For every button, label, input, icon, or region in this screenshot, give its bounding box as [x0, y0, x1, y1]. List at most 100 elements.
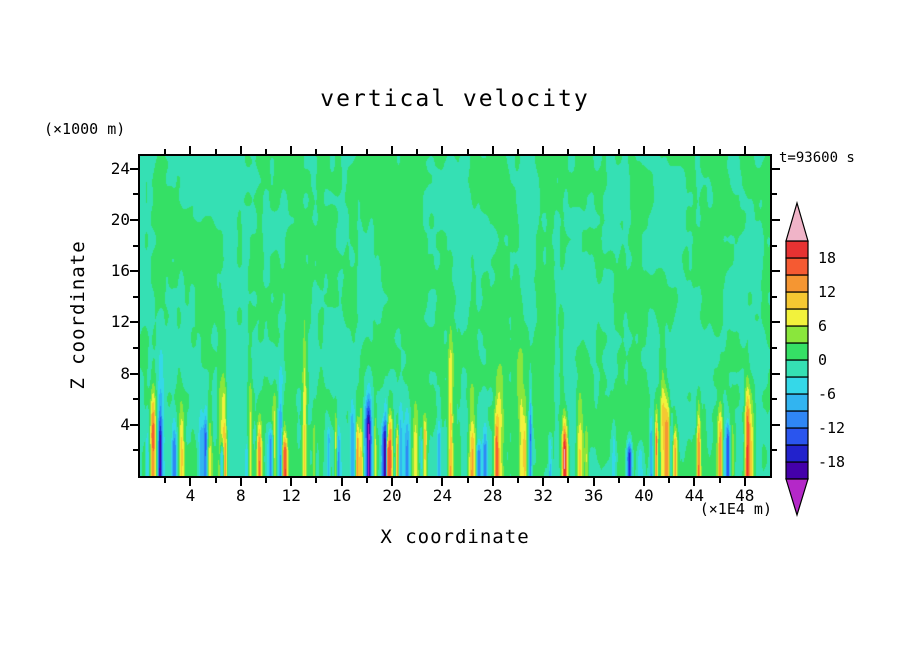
- axis-tick: [239, 146, 242, 154]
- axis-tick: [567, 149, 570, 154]
- axis-tick: [214, 478, 217, 483]
- axis-tick: [772, 372, 780, 375]
- x-tick-label: 44: [684, 486, 705, 505]
- heatmap-canvas: [140, 156, 770, 476]
- colorbar-arrow-bottom: [785, 478, 809, 518]
- axis-tick: [772, 193, 777, 196]
- axis-tick: [592, 146, 595, 154]
- y-axis-units: (×1000 m): [44, 120, 126, 138]
- time-annotation: t=93600 s: [779, 150, 855, 166]
- colorbar-segment: [785, 376, 809, 395]
- axis-tick: [315, 149, 318, 154]
- axis-tick: [133, 244, 138, 247]
- axis-tick: [517, 149, 519, 154]
- axis-tick: [214, 149, 217, 154]
- axis-tick: [617, 149, 620, 154]
- axis-tick: [133, 295, 138, 298]
- axis-tick: [265, 149, 267, 154]
- y-tick-label: 8: [120, 363, 130, 383]
- axis-tick: [290, 478, 293, 486]
- axis-tick: [491, 478, 494, 486]
- colorbar-segment: [785, 359, 809, 378]
- colorbar-segment: [785, 257, 809, 276]
- axis-tick: [643, 478, 645, 486]
- axis-tick: [693, 478, 696, 486]
- axis-tick: [517, 478, 519, 483]
- x-tick-label: 40: [634, 486, 654, 505]
- axis-tick: [416, 478, 419, 483]
- axis-tick: [668, 149, 671, 154]
- axis-tick: [466, 149, 469, 154]
- colorbar-segment: [785, 274, 809, 293]
- axis-tick: [772, 270, 780, 273]
- axis-tick: [164, 478, 167, 483]
- axis-tick: [265, 478, 267, 483]
- x-tick-label: 12: [281, 486, 301, 505]
- axis-tick: [668, 478, 671, 483]
- colorbar: 18 12 6 0 -6 -12 -18: [785, 200, 845, 518]
- axis-tick: [772, 449, 777, 452]
- axis-tick: [365, 478, 368, 483]
- axis-tick: [617, 478, 620, 483]
- x-axis-units: (×1E4 m): [699, 500, 772, 518]
- axis-tick: [743, 146, 746, 154]
- colorbar-segment: [785, 325, 809, 344]
- colorbar-tick-label: 18: [818, 249, 836, 267]
- axis-tick: [567, 478, 570, 483]
- axis-tick: [772, 347, 777, 349]
- axis-tick: [315, 478, 318, 483]
- chart-title: vertical velocity: [320, 86, 590, 112]
- colorbar-segment: [785, 291, 809, 310]
- x-tick-label: 32: [533, 486, 553, 505]
- axis-tick: [772, 321, 780, 324]
- axis-tick: [441, 478, 444, 486]
- axis-tick: [491, 146, 494, 154]
- axis-tick: [189, 146, 192, 154]
- colorbar-segment: [785, 308, 809, 327]
- axis-tick: [772, 167, 780, 170]
- axis-tick: [365, 149, 368, 154]
- colorbar-arrow-top: [785, 200, 809, 242]
- axis-tick: [133, 449, 138, 452]
- axis-tick: [130, 372, 138, 375]
- y-tick-label: 20: [110, 210, 130, 229]
- axis-tick: [164, 149, 167, 154]
- colorbar-segment: [785, 410, 809, 429]
- axis-tick: [441, 146, 444, 154]
- y-tick-label: 4: [120, 414, 130, 434]
- x-tick-label: 28: [483, 486, 503, 505]
- axis-tick: [130, 423, 138, 426]
- axis-tick: [772, 398, 777, 401]
- x-tick-label: 36: [583, 486, 604, 505]
- x-tick-label: 4: [185, 486, 196, 505]
- colorbar-segment: [785, 240, 809, 259]
- axis-tick: [743, 478, 746, 486]
- y-tick-label: 12: [110, 312, 130, 332]
- axis-tick: [718, 478, 721, 483]
- axis-tick: [592, 478, 595, 486]
- x-axis-title: X coordinate: [380, 526, 530, 548]
- axis-tick: [772, 423, 780, 426]
- axis-tick: [416, 149, 419, 154]
- colorbar-tick-label: -6: [818, 385, 836, 403]
- colorbar-segment: [785, 393, 809, 412]
- axis-tick: [772, 295, 777, 298]
- axis-tick: [693, 146, 696, 154]
- axis-tick: [718, 149, 721, 154]
- axis-tick: [466, 478, 469, 483]
- axis-tick: [542, 146, 545, 154]
- colorbar-tick-label: 0: [818, 351, 827, 369]
- colorbar-tick-label: -12: [818, 419, 845, 437]
- axis-tick: [772, 219, 780, 221]
- colorbar-segment: [785, 342, 809, 361]
- axis-tick: [239, 478, 242, 486]
- colorbar-tick-label: 12: [818, 283, 836, 301]
- x-tick-label: 16: [331, 486, 352, 505]
- axis-tick: [189, 478, 192, 486]
- axis-tick: [133, 193, 138, 196]
- axis-tick: [772, 244, 777, 247]
- axis-tick: [290, 146, 293, 154]
- axis-tick: [133, 347, 138, 349]
- axis-tick: [340, 478, 343, 486]
- x-tick-label: 24: [432, 486, 453, 505]
